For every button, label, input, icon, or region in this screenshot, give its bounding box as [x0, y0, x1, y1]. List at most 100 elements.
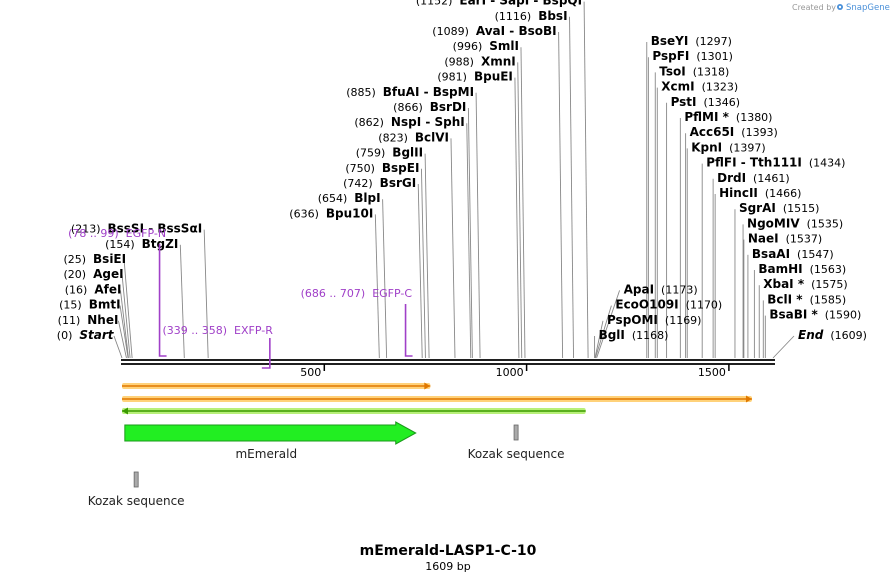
primer-egfp-c[interactable]: (686 .. 707) EGFP-C	[301, 287, 413, 357]
site-label[interactable]: SgrAI (1515)	[739, 201, 819, 215]
site-apai[interactable]: ApaI (1173)	[624, 282, 698, 296]
feature-memerald-1[interactable]: mEmerald	[124, 421, 417, 461]
site-pspomi[interactable]: PspOMI (1169)	[607, 313, 702, 327]
site-ecoo109i[interactable]: EcoO109I (1170)	[615, 298, 722, 312]
site-label[interactable]: (885) BfuAI - BspMI	[346, 85, 474, 99]
site-bamhi[interactable]: BamHI (1563)	[758, 262, 846, 276]
site-avai-bsobi[interactable]: (1089) AvaI - BsoBI	[432, 24, 556, 38]
site-btgzi[interactable]: (154) BtgZI	[105, 237, 178, 251]
site-label[interactable]: (866) BsrDI	[393, 100, 466, 114]
site-label[interactable]: BamHI (1563)	[758, 262, 846, 276]
site-bfuai-bspmi[interactable]: (885) BfuAI - BspMI	[346, 85, 474, 99]
site-label[interactable]: BsaAI (1547)	[752, 247, 834, 261]
site-label[interactable]: TsoI (1318)	[659, 64, 729, 78]
site-label[interactable]: ApaI (1173)	[624, 282, 698, 296]
site-label[interactable]: (16) AfeI	[65, 282, 122, 296]
site-bbsi[interactable]: (1116) BbsI	[495, 9, 568, 23]
site-label[interactable]: (1116) BbsI	[495, 9, 568, 23]
site-label[interactable]: (20) AgeI	[64, 267, 124, 281]
site-bgli[interactable]: BglI (1168)	[599, 328, 669, 342]
site-label[interactable]: KpnI (1397)	[691, 140, 765, 154]
site-bglii[interactable]: (759) BglII	[356, 146, 423, 160]
site-label[interactable]: (0) Start	[57, 328, 115, 342]
site-xcmi[interactable]: XcmI (1323)	[661, 80, 738, 94]
site-label[interactable]: End (1609)	[798, 328, 867, 342]
site-bsabi-star[interactable]: BsaBI * (1590)	[769, 308, 861, 322]
site-bclvi[interactable]: (823) BclVI	[378, 130, 449, 144]
site-acc65i[interactable]: Acc65I (1393)	[690, 125, 778, 139]
site-label[interactable]: NaeI (1537)	[748, 232, 822, 246]
primer-exfp-r[interactable]: (339 .. 358) EXFP-R	[162, 324, 273, 369]
site-nhei[interactable]: (11) NheI	[58, 313, 119, 327]
site-label[interactable]: (996) SmlI	[453, 39, 519, 53]
site-start[interactable]: (0) Start	[57, 328, 115, 342]
site-naei[interactable]: NaeI (1537)	[748, 232, 822, 246]
orf-1[interactable]	[122, 382, 431, 390]
site-label[interactable]: EcoO109I (1170)	[615, 298, 722, 312]
site-label[interactable]: BclI * (1585)	[767, 292, 846, 306]
site-eari-sapi-bspqi[interactable]: (1152) EarI - SapI - BspQI	[416, 0, 582, 8]
site-bsrdi[interactable]: (866) BsrDI	[393, 100, 466, 114]
site-afei[interactable]: (16) AfeI	[65, 282, 122, 296]
site-label[interactable]: (981) BpuEI	[437, 70, 513, 84]
site-end[interactable]: End (1609)	[798, 328, 867, 342]
site-label[interactable]: (759) BglII	[356, 146, 423, 160]
site-label[interactable]: PflFI - Tth111I (1434)	[706, 156, 845, 170]
site-drdi[interactable]: DrdI (1461)	[717, 171, 790, 185]
site-label[interactable]: (1089) AvaI - BsoBI	[432, 24, 556, 38]
site-bspei[interactable]: (750) BspEI	[345, 161, 419, 175]
orf-3[interactable]	[122, 407, 586, 415]
site-label[interactable]: BsaBI * (1590)	[769, 308, 861, 322]
site-label[interactable]: (862) NspI - SphI	[354, 115, 464, 129]
site-label[interactable]: PspOMI (1169)	[607, 313, 702, 327]
site-label[interactable]: DrdI (1461)	[717, 171, 790, 185]
site-label[interactable]: (823) BclVI	[378, 130, 449, 144]
site-label[interactable]: (15) BmtI	[59, 298, 120, 312]
site-pspfi[interactable]: PspFI (1301)	[652, 49, 733, 63]
site-tsoi[interactable]: TsoI (1318)	[659, 64, 729, 78]
site-sgrai[interactable]: SgrAI (1515)	[739, 201, 819, 215]
site-smli[interactable]: (996) SmlI	[453, 39, 519, 53]
site-label[interactable]: XcmI (1323)	[661, 80, 738, 94]
site-label[interactable]: NgoMIV (1535)	[747, 216, 843, 230]
site-label[interactable]: (25) BsiEI	[63, 252, 126, 266]
feature-kozak-sequence-3[interactable]: Kozak sequence	[88, 471, 185, 508]
site-label[interactable]: (988) XmnI	[444, 54, 515, 68]
site-xbai-star[interactable]: XbaI * (1575)	[763, 277, 847, 291]
site-label[interactable]: PspFI (1301)	[652, 49, 733, 63]
site-label[interactable]: (654) BlpI	[318, 191, 381, 205]
site-kpni[interactable]: KpnI (1397)	[691, 140, 765, 154]
primer-egfp-n[interactable]: (78 .. 99) EGFP-N	[68, 227, 167, 357]
site-label[interactable]: (742) BsrGI	[343, 176, 416, 190]
site-xmni[interactable]: (988) XmnI	[444, 54, 515, 68]
site-label[interactable]: (750) BspEI	[345, 161, 419, 175]
site-label[interactable]: (636) Bpu10I	[289, 206, 373, 220]
site-hincii[interactable]: HincII (1466)	[719, 186, 801, 200]
site-bsssi-bsss-i[interactable]: (213) BssSI - BssSαI	[71, 222, 202, 236]
site-bpu10i[interactable]: (636) Bpu10I	[289, 206, 373, 220]
site-label[interactable]: BseYI (1297)	[651, 34, 732, 48]
site-label[interactable]: (213) BssSI - BssSαI	[71, 222, 202, 236]
site-blpi[interactable]: (654) BlpI	[318, 191, 381, 205]
site-psti[interactable]: PstI (1346)	[671, 95, 741, 109]
site-label[interactable]: Acc65I (1393)	[690, 125, 778, 139]
site-label[interactable]: PstI (1346)	[671, 95, 741, 109]
site-agei[interactable]: (20) AgeI	[64, 267, 124, 281]
site-nspi-sphi[interactable]: (862) NspI - SphI	[354, 115, 464, 129]
site-bseyi[interactable]: BseYI (1297)	[651, 34, 732, 48]
site-pflmi-star[interactable]: PflMI * (1380)	[684, 110, 772, 124]
site-label[interactable]: (11) NheI	[58, 313, 119, 327]
site-ngomiv[interactable]: NgoMIV (1535)	[747, 216, 843, 230]
site-label[interactable]: PflMI * (1380)	[684, 110, 772, 124]
site-bmti[interactable]: (15) BmtI	[59, 298, 120, 312]
site-bsiei[interactable]: (25) BsiEI	[63, 252, 126, 266]
site-bsaai[interactable]: BsaAI (1547)	[752, 247, 834, 261]
site-bsrgi[interactable]: (742) BsrGI	[343, 176, 416, 190]
site-label[interactable]: (154) BtgZI	[105, 237, 178, 251]
site-label[interactable]: BglI (1168)	[599, 328, 669, 342]
feature-kozak-sequence-2[interactable]: Kozak sequence	[468, 424, 565, 461]
site-bcli-star[interactable]: BclI * (1585)	[767, 292, 846, 306]
site-label[interactable]: (1152) EarI - SapI - BspQI	[416, 0, 582, 8]
orf-2[interactable]	[122, 395, 752, 403]
site-bpuei[interactable]: (981) BpuEI	[437, 70, 513, 84]
